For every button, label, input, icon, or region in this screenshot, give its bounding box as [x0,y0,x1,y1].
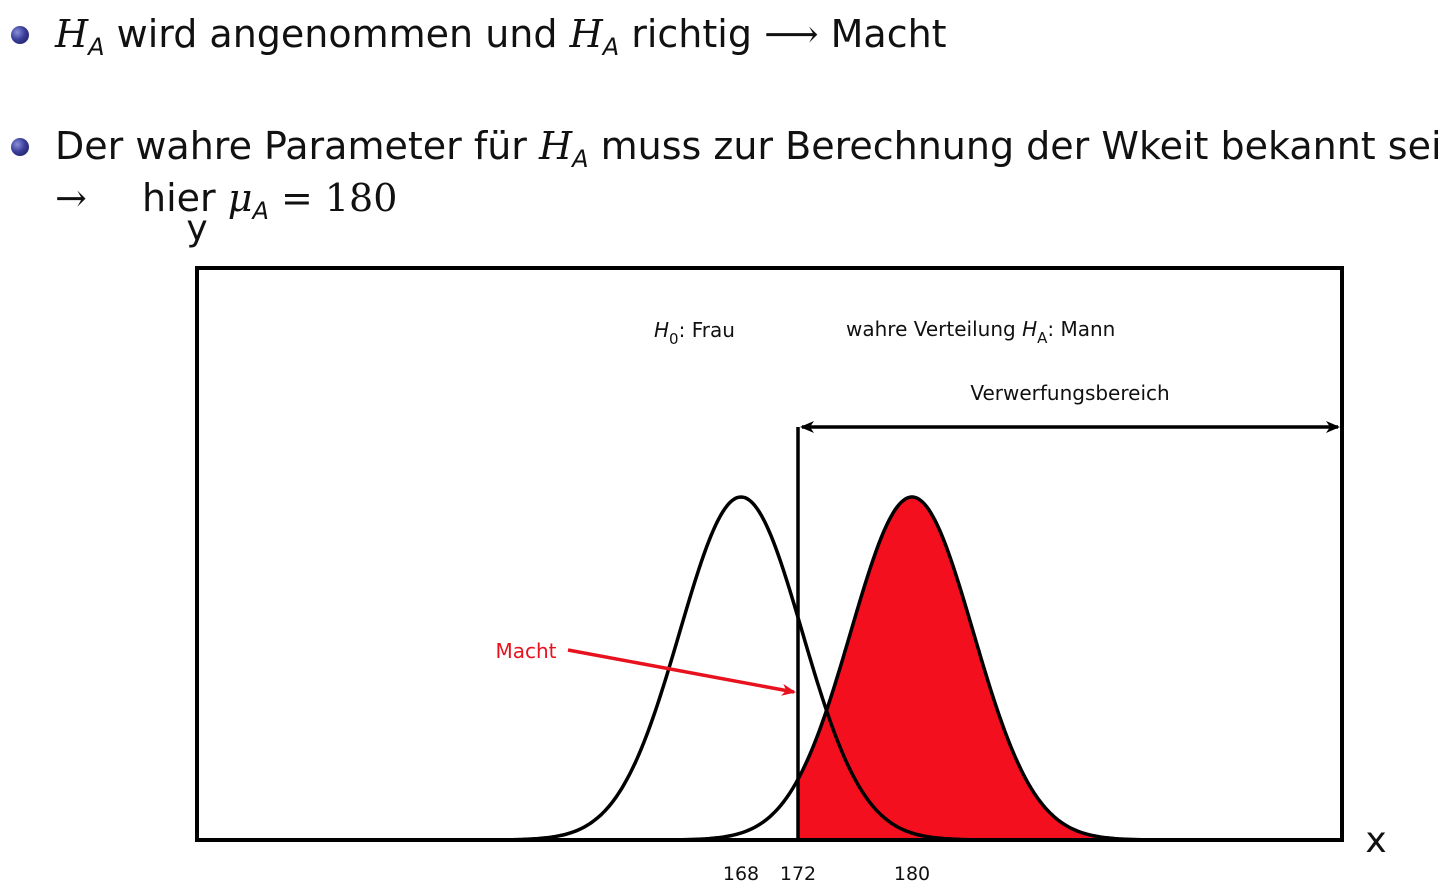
plot-frame [195,266,1344,842]
bullet-text: muss zur Berechnung der Wkeit bekannt se… [588,124,1438,168]
equation-value: = 180 [268,176,398,220]
ha-distribution-curve [199,495,1339,842]
arrow-icon: → [55,176,87,220]
bullet-dot-icon [11,138,29,156]
power-region [798,497,1340,840]
long-arrow-icon: ⟶ [764,12,819,56]
x-tick-label: 180 [894,863,930,885]
mu-symbol: μ [227,176,253,220]
hypothesis-symbol: H [55,12,89,56]
y-axis-label: y [186,208,207,249]
subscript: A [602,33,620,61]
x-axis-label: x [1365,820,1386,861]
h0-distribution-curve [199,495,1339,842]
hypothesis-symbol: H [538,124,573,168]
x-tick-label: 168 [723,863,759,885]
bullet-text: Der wahre Parameter für [55,124,539,168]
subscript: A [572,145,589,173]
h0-label: H0: Frau [654,318,735,348]
power-label: Macht [495,639,556,663]
bullet-text: wird angenommen und [104,12,570,56]
subscript: A [252,197,269,225]
hypothesis-symbol: H [569,12,603,56]
rejection-region-label: Verwerfungsbereich [970,381,1169,405]
bullet-text: hier [142,176,228,220]
power-annotation-arrow [567,648,796,696]
bullet-text: Macht [818,12,947,56]
ha-label: wahre Verteilung HA: Mann [846,317,1115,347]
bullet-text: richtig [619,12,765,56]
x-tick-label: 172 [780,863,816,885]
subscript: A [88,33,105,61]
bullet-dot-icon [11,26,29,44]
